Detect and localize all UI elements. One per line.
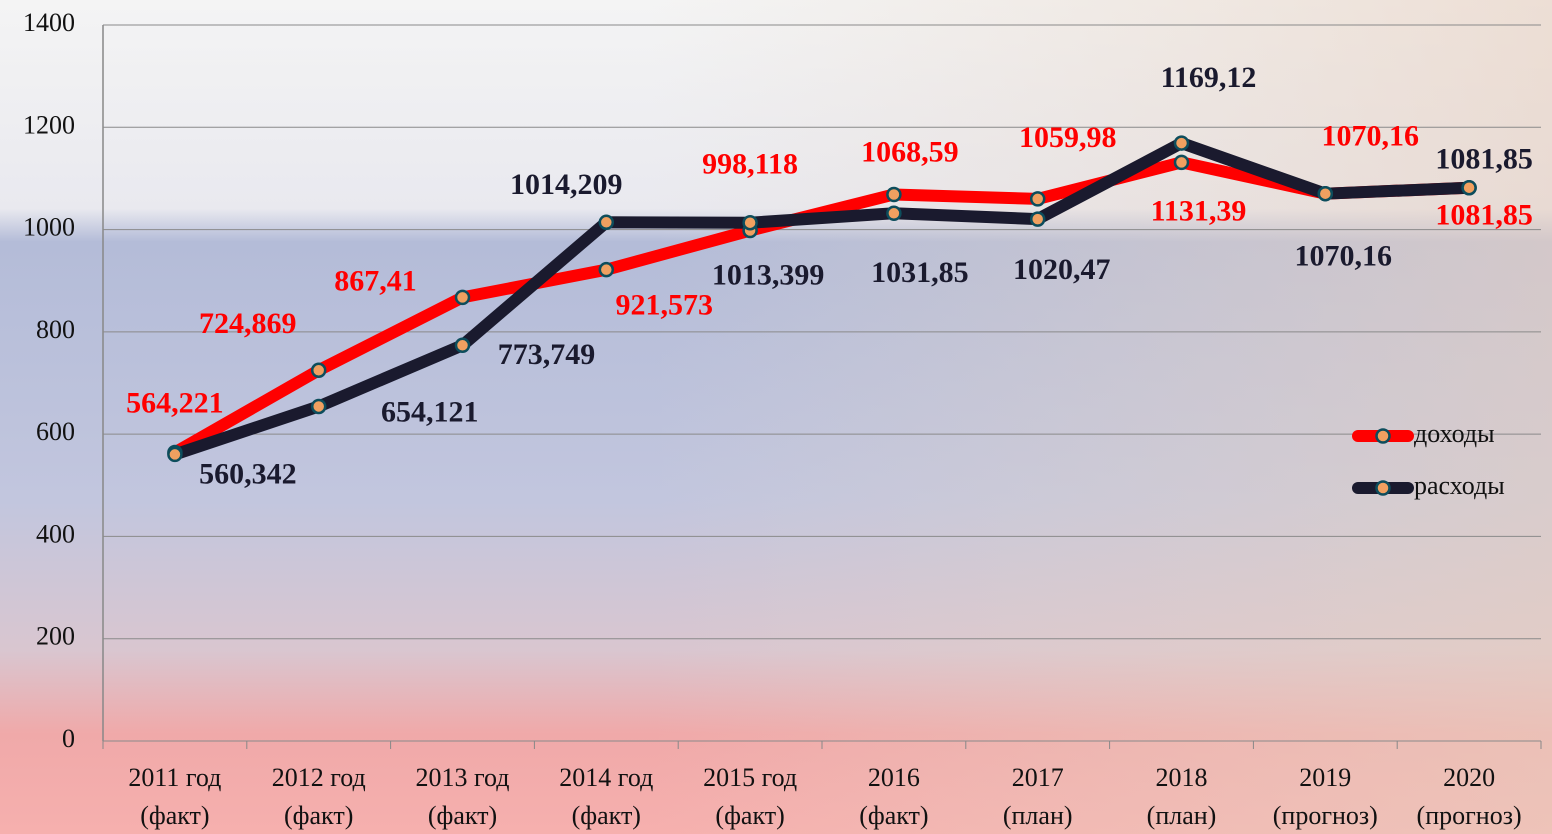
x-tick-label: (факт) — [428, 801, 497, 830]
marker — [1173, 154, 1190, 171]
x-tick-label: 2014 год — [559, 763, 653, 792]
value-label: 560,342 — [199, 457, 297, 490]
marker — [454, 289, 471, 306]
x-tick-label: (план) — [1003, 801, 1073, 830]
marker — [454, 337, 471, 354]
value-label: 921,573 — [616, 289, 714, 322]
x-tick-label: (план) — [1147, 801, 1217, 830]
series-line — [173, 137, 1470, 461]
y-tick-label: 400 — [36, 519, 75, 548]
y-tick-label: 1400 — [23, 8, 75, 37]
x-tick-label: 2020 — [1443, 763, 1495, 792]
x-tick-label: (факт) — [572, 801, 641, 830]
x-tick-label: 2018 — [1156, 763, 1208, 792]
x-tick-label: (факт) — [140, 801, 209, 830]
value-label: 1020,47 — [1013, 253, 1111, 286]
value-label: 867,41 — [334, 264, 417, 297]
marker — [1173, 135, 1190, 151]
y-tick-label: 600 — [36, 417, 75, 446]
x-tick-label: (прогноз) — [1417, 801, 1522, 830]
marker — [742, 214, 758, 231]
y-tick-label: 1000 — [23, 213, 75, 242]
marker — [310, 362, 327, 379]
value-label: 1131,39 — [1151, 194, 1247, 227]
value-label: 1070,16 — [1322, 120, 1420, 153]
y-tick-label: 800 — [36, 315, 75, 344]
x-tick-label: 2013 год — [416, 763, 510, 792]
x-tick-label: 2016 — [868, 763, 920, 792]
value-label: 1070,16 — [1295, 240, 1393, 273]
marker — [598, 261, 615, 278]
legend-marker — [1375, 428, 1391, 444]
x-tick-label: (факт) — [284, 801, 353, 830]
x-tick-label: 2019 — [1299, 763, 1351, 792]
value-label: 654,121 — [381, 395, 479, 428]
value-label: 773,749 — [498, 338, 596, 371]
marker — [1029, 191, 1046, 207]
legend-label: расходы — [1414, 471, 1505, 500]
x-tick-label: 2015 год — [703, 763, 797, 792]
marker — [886, 186, 902, 203]
value-label: 1081,85 — [1435, 143, 1533, 176]
marker — [598, 214, 615, 231]
background-overlay — [650, 0, 1552, 834]
marker — [310, 398, 327, 415]
value-label: 564,221 — [126, 386, 224, 419]
marker — [1461, 179, 1477, 196]
x-tick-label: 2012 год — [272, 763, 366, 792]
y-tick-label: 0 — [62, 724, 75, 753]
y-tick-label: 200 — [36, 622, 75, 651]
value-label: 1014,209 — [510, 168, 623, 201]
marker — [1029, 211, 1046, 227]
legend-label: доходы — [1414, 419, 1495, 448]
value-label: 1059,98 — [1019, 121, 1117, 154]
value-label: 1013,399 — [712, 259, 825, 292]
x-tick-label: 2017 — [1012, 763, 1064, 792]
value-label: 998,118 — [702, 147, 798, 180]
value-label: 1068,59 — [861, 135, 959, 168]
value-label: 1081,85 — [1435, 199, 1533, 232]
marker — [886, 205, 902, 222]
x-tick-label: (факт) — [715, 801, 784, 830]
x-tick-label: 2011 год — [128, 763, 221, 792]
x-tick-label: (факт) — [859, 801, 928, 830]
marker — [167, 446, 183, 463]
legend-marker — [1375, 480, 1391, 496]
value-label: 1031,85 — [871, 256, 969, 289]
value-label: 1169,12 — [1161, 61, 1257, 94]
y-tick-label: 1200 — [23, 110, 75, 139]
marker — [1317, 185, 1334, 202]
value-label: 724,869 — [199, 307, 297, 340]
x-tick-label: (прогноз) — [1273, 801, 1378, 830]
